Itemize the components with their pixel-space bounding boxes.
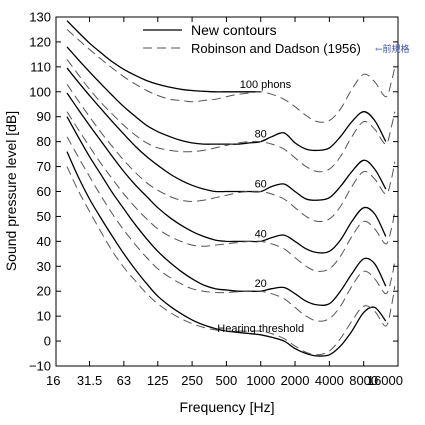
legend-label-robinson-dadson: Robinson and Dadson (1956) xyxy=(191,41,361,56)
curve-labels-layer: 100 phons 80 60 40 20 Hearing threshold xyxy=(217,79,304,335)
legend: New contours Robinson and Dadson (1956) xyxy=(143,22,361,56)
x-tick-label-5: 500 xyxy=(216,373,238,388)
x-tick-label-7: 2000 xyxy=(281,373,310,388)
y-tick-label-12: 110 xyxy=(30,59,51,74)
y-tick-label-10: 90 xyxy=(37,109,51,124)
curve-label-4: 20 xyxy=(255,278,267,290)
curve-robinson-dadson-8 xyxy=(66,84,396,223)
curves-layer xyxy=(66,20,396,357)
y-axis-title: Sound pressure level [dB] xyxy=(3,111,19,271)
y-tick-label-5: 40 xyxy=(37,234,51,249)
curve-robinson-dadson-9 xyxy=(66,111,396,272)
curve-label-3: 40 xyxy=(255,228,267,240)
x-tick-label-3: 125 xyxy=(147,373,169,388)
y-tick-label-0: −10 xyxy=(29,359,51,374)
y-tick-label-14: 130 xyxy=(29,10,51,25)
x-tick-label-9: 8000 xyxy=(349,373,378,388)
x-tick-label-4: 250 xyxy=(181,373,203,388)
x-tick-label-6: 1000 xyxy=(246,373,275,388)
x-tick-label-1: 31.5 xyxy=(77,373,102,388)
curve-label-2: 60 xyxy=(255,179,267,191)
x-tick-label-0: 16 xyxy=(46,373,60,388)
y-tick-label-7: 60 xyxy=(37,184,51,199)
y-tick-label-13: 120 xyxy=(29,34,51,49)
curve-label-1: 80 xyxy=(255,129,267,141)
y-tick-label-8: 70 xyxy=(37,159,51,174)
y-tick-label-1: 0 xyxy=(44,334,51,349)
x-axis-title: Frequency [Hz] xyxy=(180,399,275,415)
curve-robinson-dadson-11 xyxy=(66,166,396,356)
curve-new-3 xyxy=(66,92,387,254)
curve-label-5: Hearing threshold xyxy=(217,323,304,335)
curve-robinson-dadson-10 xyxy=(66,136,396,322)
y-tick-label-9: 80 xyxy=(37,134,51,149)
legend-label-new-contours: New contours xyxy=(191,22,277,38)
y-tick-label-3: 20 xyxy=(37,284,51,299)
curve-new-4 xyxy=(66,116,387,306)
curve-new-2 xyxy=(66,67,387,201)
y-tick-label-11: 100 xyxy=(29,84,51,99)
handwritten-annotation: ←前規格 xyxy=(375,43,410,55)
x-tick-label-2: 63 xyxy=(117,373,131,388)
curve-robinson-dadson-7 xyxy=(66,59,396,173)
curve-label-0: 100 phons xyxy=(240,79,292,91)
curve-robinson-dadson-6 xyxy=(66,29,396,123)
curve-new-1 xyxy=(66,46,387,152)
y-tick-label-4: 30 xyxy=(37,259,51,274)
tick-labels-layer: 16 31.5 63 125 250 500 1000 2000 4000 800016000−1… xyxy=(29,10,403,389)
curve-new-0 xyxy=(66,20,261,93)
x-tick-label-10: 16000 xyxy=(367,373,403,388)
x-tick-label-8: 4000 xyxy=(315,373,344,388)
y-tick-label-2: 10 xyxy=(37,309,51,324)
ticks-layer xyxy=(55,16,399,367)
y-tick-label-6: 50 xyxy=(37,209,51,224)
